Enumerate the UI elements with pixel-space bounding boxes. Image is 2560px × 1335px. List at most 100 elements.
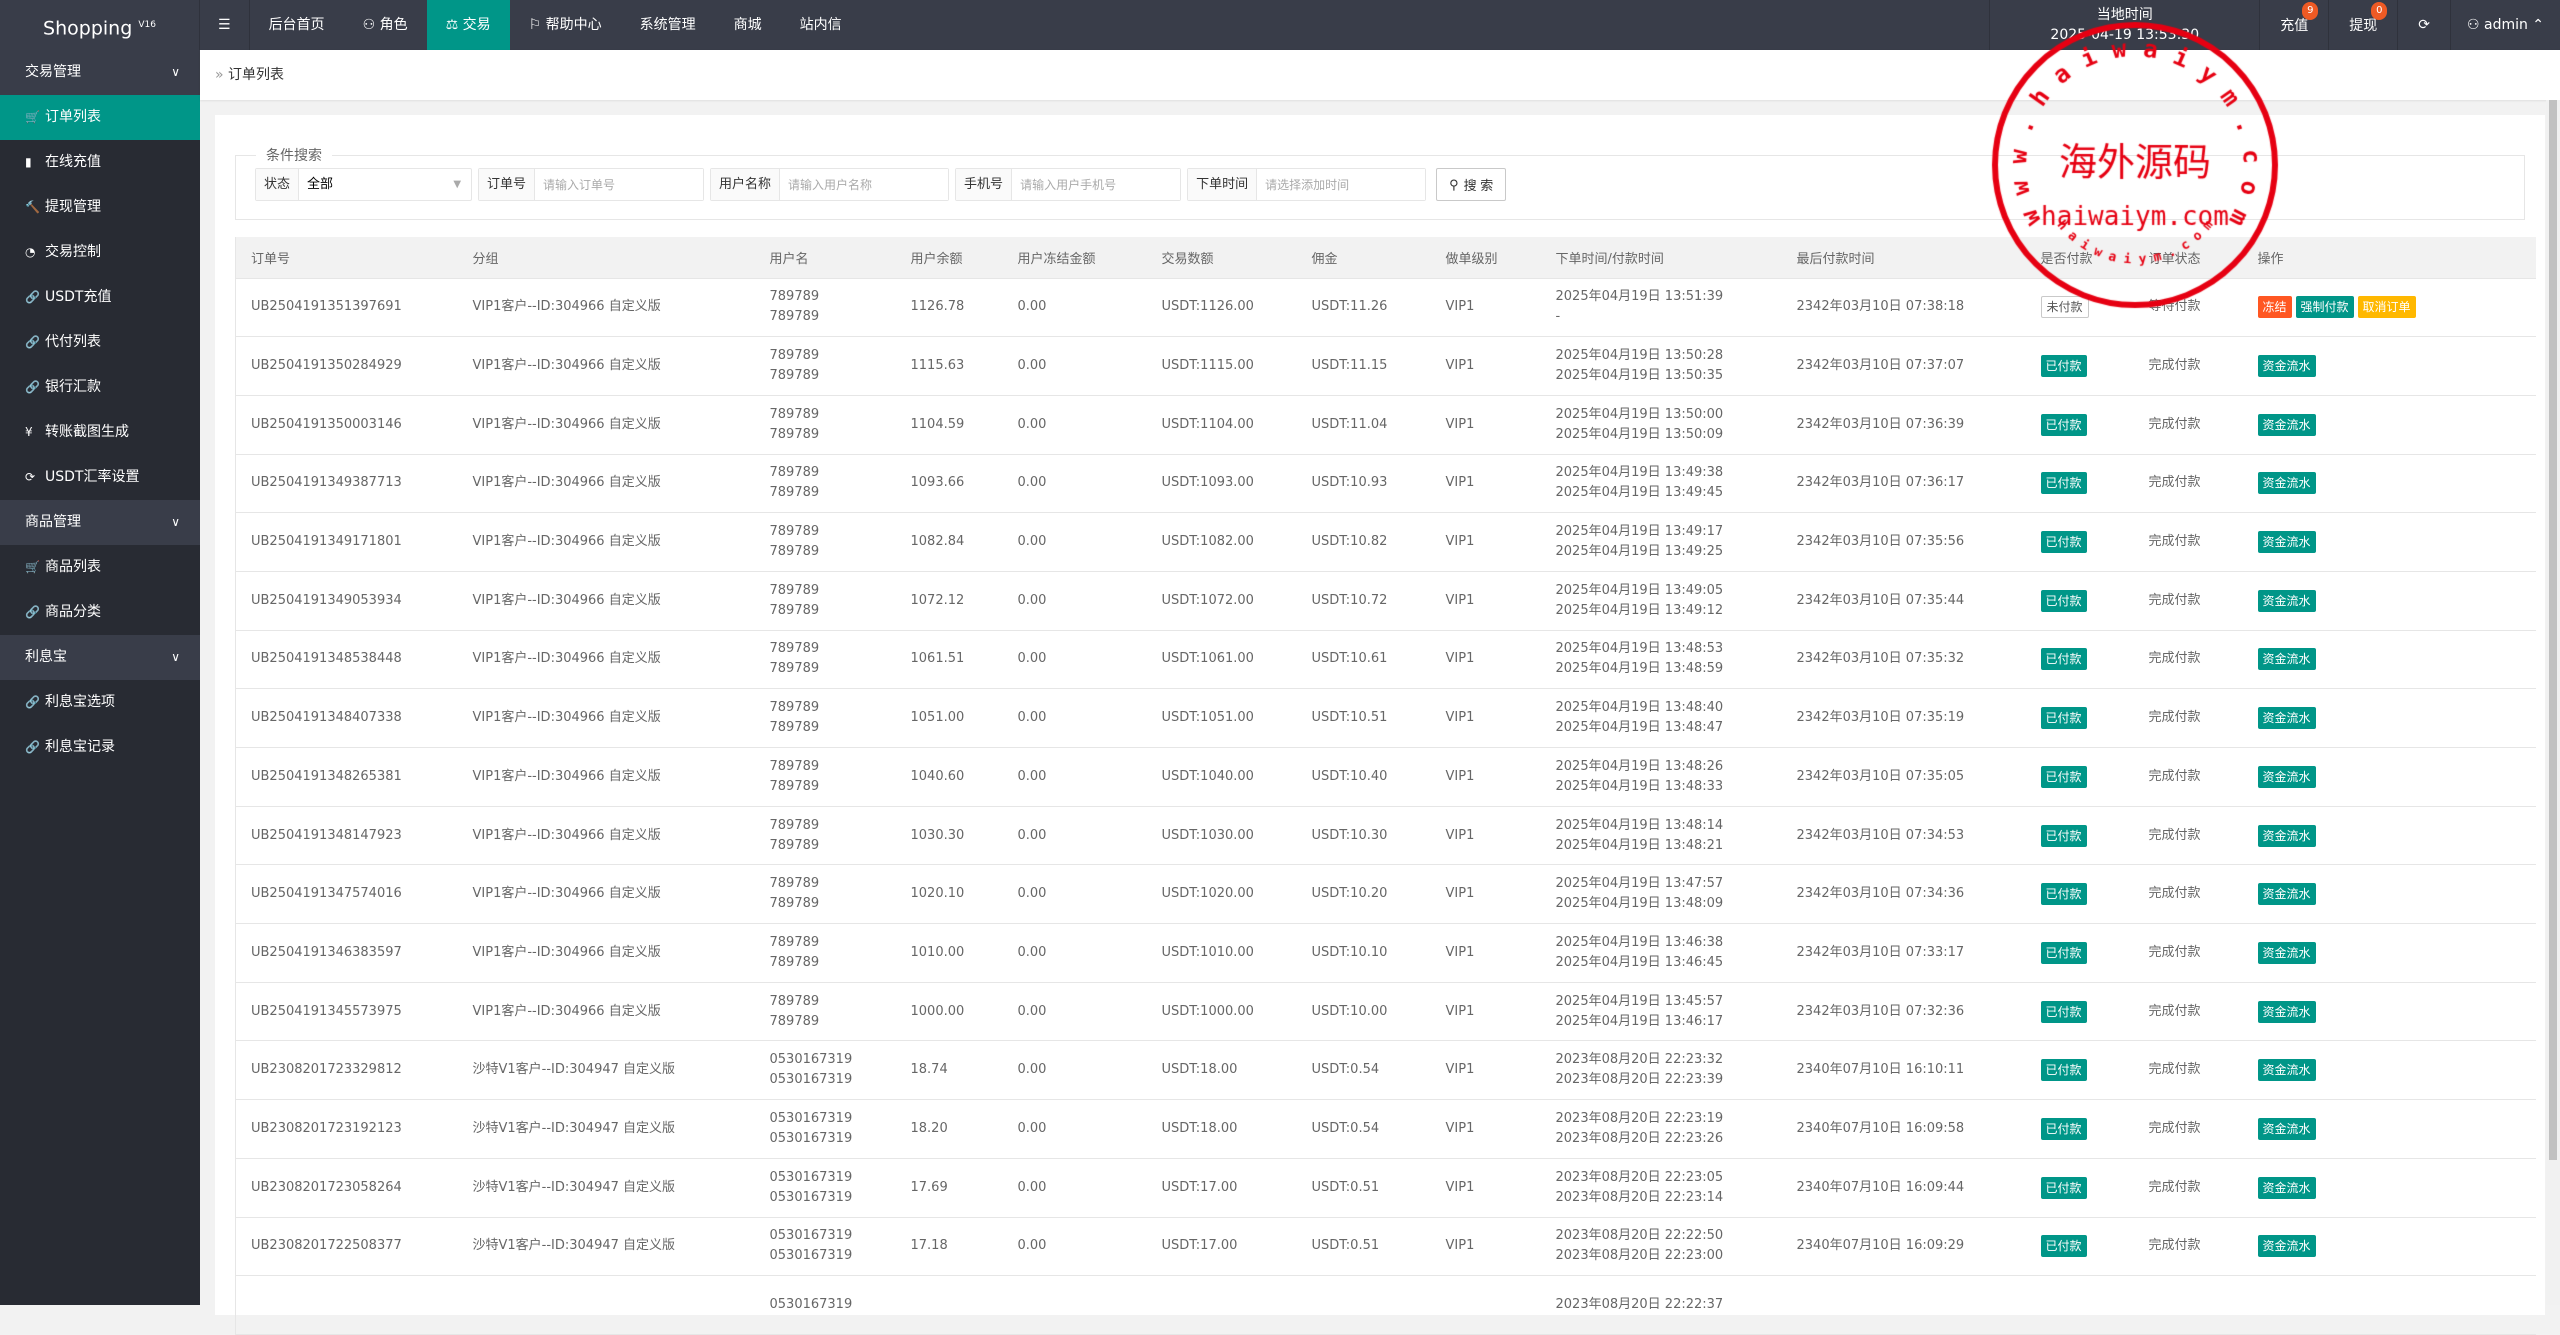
actions: 资金流水 — [2242, 454, 2536, 514]
sidebar-group-10[interactable]: 商品管理 ∨ — [0, 500, 200, 545]
sidebar-item-icon: 🔨 — [25, 200, 40, 214]
phone-input[interactable] — [1012, 169, 1181, 200]
sidebar-item-3[interactable]: 🔨 提现管理 — [0, 185, 200, 230]
paid-status: 已付款 — [2025, 630, 2134, 690]
action-button-资金流水[interactable]: 资金流水 — [2257, 1235, 2316, 1258]
recharge-button[interactable]: 充值 9 — [2259, 0, 2328, 50]
order-status: 等待付款 — [2133, 278, 2243, 338]
action-button-强制付款[interactable]: 强制付款 — [2295, 296, 2354, 319]
sidebar-item-9[interactable]: ⟳ USDT汇率设置 — [0, 455, 200, 500]
action-button-资金流水[interactable]: 资金流水 — [2257, 472, 2316, 495]
nav-item-0[interactable]: 后台首页 — [250, 0, 344, 50]
action-button-资金流水[interactable]: 资金流水 — [2257, 1176, 2316, 1199]
nav-item-4[interactable]: 系统管理 — [621, 0, 715, 50]
action-button-资金流水[interactable]: 资金流水 — [2257, 1000, 2316, 1023]
app-logo[interactable]: Shopping V16 — [0, 0, 200, 50]
breadcrumb: » 订单列表 — [200, 50, 2560, 100]
sidebar-item-1[interactable]: 🛒 订单列表 — [0, 95, 200, 140]
order-time-line: 2025年04月19日 13:46:45 — [1555, 954, 1724, 970]
nav-item-1[interactable]: ⚇ 角色 — [344, 0, 427, 50]
username-line: 0530167319 — [769, 1189, 853, 1205]
action-button-资金流水[interactable]: 资金流水 — [2257, 531, 2316, 554]
nav-item-2[interactable]: ⚖ 交易 — [426, 0, 510, 50]
username-line: 0530167319 — [769, 1169, 853, 1185]
action-button-资金流水[interactable]: 资金流水 — [2257, 648, 2316, 671]
action-button-资金流水[interactable]: 资金流水 — [2257, 883, 2316, 906]
action-button-资金流水[interactable]: 资金流水 — [2257, 1059, 2316, 1082]
nav-item-3[interactable]: ⚐ 帮助中心 — [510, 0, 621, 50]
sidebar-item-11[interactable]: 🛒 商品列表 — [0, 545, 200, 590]
time-input[interactable] — [1257, 169, 1426, 200]
scrollbar[interactable] — [2546, 100, 2560, 1305]
actions: 资金流水 — [2242, 1099, 2536, 1159]
amount-text: USDT:1030.00 — [1161, 827, 1254, 843]
time-value: 2025-04-19 13:53:30 — [2050, 27, 2200, 43]
order-no-text: UB2504191350003146 — [251, 416, 402, 432]
action-button-资金流水[interactable]: 资金流水 — [2257, 765, 2316, 788]
sidebar-item-label: 在线充值 — [45, 154, 101, 170]
sidebar-item-15[interactable]: 🔗 利息宝记录 — [0, 725, 200, 770]
order-no: UB2504191350003146 — [235, 395, 458, 455]
order-status: 完成付款 — [2133, 1217, 2243, 1277]
sidebar-item-5[interactable]: 🔗 USDT充值 — [0, 275, 200, 320]
nav-item-6[interactable]: 站内信 — [781, 0, 861, 50]
action-button-资金流水[interactable]: 资金流水 — [2257, 1117, 2316, 1140]
order-status-text: 完成付款 — [2148, 416, 2201, 432]
scrollbar-thumb[interactable] — [2549, 100, 2557, 1160]
withdraw-button[interactable]: 提现 0 — [2328, 0, 2397, 50]
last-pay-time — [1781, 1275, 2026, 1335]
sidebar-item-6[interactable]: 🔗 代付列表 — [0, 320, 200, 365]
sidebar-group-13[interactable]: 利息宝 ∨ — [0, 635, 200, 680]
order-time-line: 2025年04月19日 13:48:09 — [1555, 896, 1724, 912]
actions: 冻结 强制付款 取消订单 — [2242, 278, 2536, 338]
action-button-资金流水[interactable]: 资金流水 — [2257, 824, 2316, 847]
user-icon: ⚇ — [362, 17, 380, 33]
frozen-text: 0.00 — [1017, 768, 1047, 784]
refresh-icon[interactable]: ⟳ — [2397, 0, 2450, 50]
commission: USDT:10.10 — [1296, 923, 1431, 983]
username-line: 789789 — [769, 524, 820, 540]
sidebar: 交易管理 ∨ 🛒 订单列表 ▮ 在线充值 🔨 提现管理 ◔ 交易控制 🔗 USDT充值 🔗 代付列表 🔗 银行… — [0, 50, 200, 1305]
user-menu[interactable]: ⚇ admin ⌃ — [2450, 0, 2560, 50]
action-button-资金流水[interactable]: 资金流水 — [2257, 707, 2316, 730]
paid-badge: 已付款 — [2040, 413, 2087, 436]
order-time-line: 2023年08月20日 22:23:32 — [1555, 1052, 1724, 1068]
order-input[interactable] — [535, 169, 704, 200]
order-no: UB2504191348538448 — [235, 630, 458, 690]
sidebar-item-14[interactable]: 🔗 利息宝选项 — [0, 680, 200, 725]
search-button[interactable]: ⚲ 搜 索 — [1436, 168, 1507, 201]
action-button-冻结[interactable]: 冻结 — [2257, 296, 2292, 319]
amount-text: USDT:17.00 — [1161, 1179, 1238, 1195]
user-filter: 用户名称 — [710, 168, 950, 201]
sidebar-item-8[interactable]: ¥ 转账截图生成 — [0, 410, 200, 455]
user-input[interactable] — [780, 169, 949, 200]
username-line: 789789 — [769, 817, 820, 833]
sidebar-group-0[interactable]: 交易管理 ∨ — [0, 50, 200, 95]
sidebar-item-2[interactable]: ▮ 在线充值 — [0, 140, 200, 185]
action-button-取消订单[interactable]: 取消订单 — [2357, 296, 2416, 319]
group-text: VIP1客户--ID:304966 自定义版 — [472, 416, 661, 432]
action-button-资金流水[interactable]: 资金流水 — [2257, 941, 2316, 964]
username-line: 789789 — [769, 368, 820, 384]
action-button-资金流水[interactable]: 资金流水 — [2257, 355, 2316, 378]
level: VIP1 — [1430, 336, 1541, 396]
action-button-资金流水[interactable]: 资金流水 — [2257, 413, 2316, 436]
amount-text: USDT:1051.00 — [1161, 710, 1254, 726]
username-line: 0530167319 — [769, 1228, 853, 1244]
column-header: 是否付款 — [2025, 237, 2134, 279]
action-button-资金流水[interactable]: 资金流水 — [2257, 589, 2316, 612]
last-pay-time-text: 2342年03月10日 07:34:53 — [1796, 827, 1965, 843]
sidebar-item-12[interactable]: 🔗 商品分类 — [0, 590, 200, 635]
level: VIP1 — [1430, 1158, 1541, 1218]
order-time-line: 2025年04月19日 13:47:57 — [1555, 876, 1724, 892]
last-pay-time-text: 2340年07月10日 16:10:11 — [1796, 1062, 1965, 1078]
nav-item-5[interactable]: 商城 — [715, 0, 781, 50]
status-select[interactable]: 全部 ▼ — [299, 169, 471, 200]
menu-toggle-icon[interactable]: ☰ — [200, 0, 250, 50]
sidebar-item-7[interactable]: 🔗 银行汇款 — [0, 365, 200, 410]
nav-item-label: 商城 — [733, 17, 762, 33]
sidebar-item-4[interactable]: ◔ 交易控制 — [0, 230, 200, 275]
last-pay-time-text: 2342年03月10日 07:32:36 — [1796, 1003, 1965, 1019]
last-pay-time: 2340年07月10日 16:09:29 — [1781, 1217, 2026, 1277]
level-text: VIP1 — [1445, 1062, 1475, 1078]
